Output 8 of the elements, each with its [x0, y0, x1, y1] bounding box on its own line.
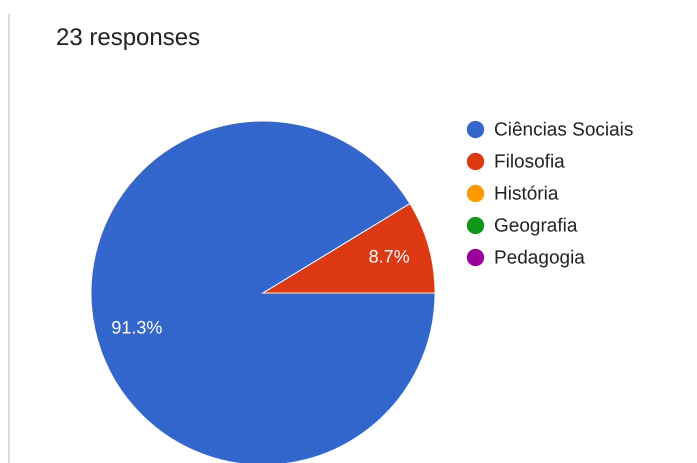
legend-label: História: [494, 184, 559, 204]
data-label: 91.3%: [111, 317, 162, 338]
legend-label: Geografia: [494, 216, 578, 236]
chart-title: 23 responses: [56, 24, 200, 51]
legend-label: Filosofia: [494, 152, 566, 172]
data-label: 8.7%: [368, 246, 410, 267]
legend-label: Ciências Sociais: [494, 120, 634, 140]
legend-label: Pedagogia: [494, 248, 586, 268]
